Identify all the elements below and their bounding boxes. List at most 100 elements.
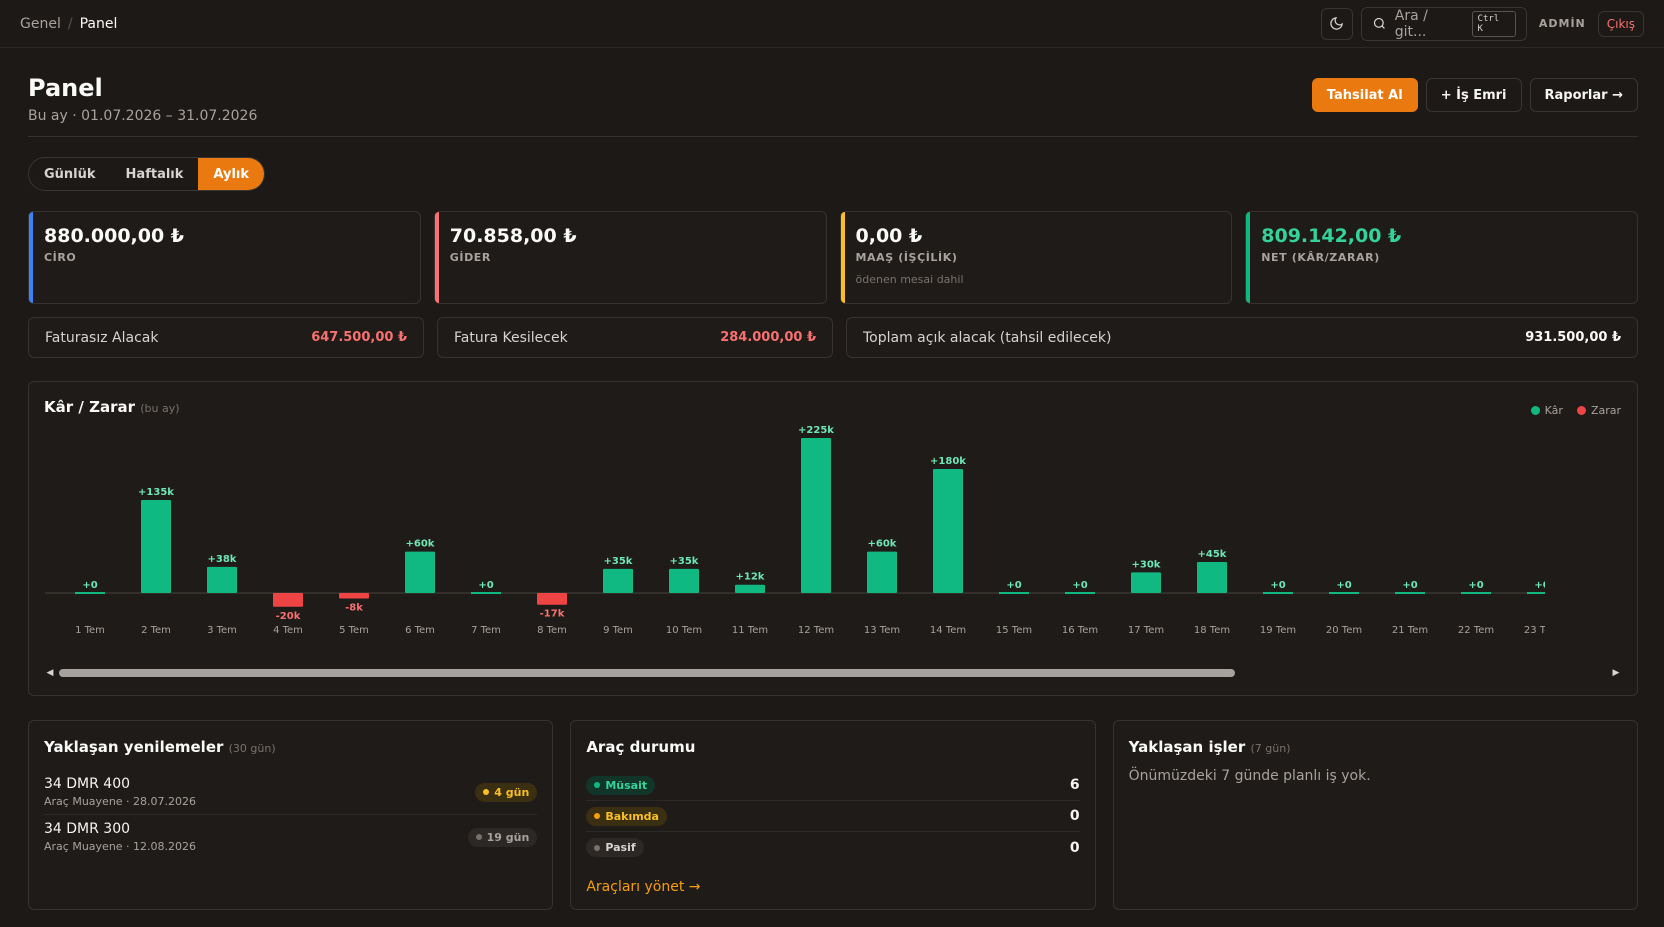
kpi-cards: 880.000,00 ₺ CİRO 70.858,00 ₺ GİDER 0,00… xyxy=(28,211,1638,304)
summary-value: 284.000,00 ₺ xyxy=(720,330,816,345)
renewal-meta: Araç Muayene · 28.07.2026 xyxy=(44,795,197,808)
list-item[interactable]: 34 DMR 300 Araç Muayene · 12.08.2026 19 … xyxy=(44,815,538,859)
page-title: Panel xyxy=(28,74,103,102)
scroll-thumb[interactable] xyxy=(59,669,1236,677)
chart-x-tick-label: 21 Tem xyxy=(1392,625,1428,636)
kpi-label: CİRO xyxy=(44,251,77,264)
status-row-available: Müsait 6 xyxy=(586,770,1080,801)
status-badge: Bakımda xyxy=(586,806,667,826)
breadcrumb-root[interactable]: Genel xyxy=(20,15,61,32)
chart-bar xyxy=(1329,592,1359,594)
chart-data-label: +0 xyxy=(478,580,493,591)
chart-data-label: +225k xyxy=(798,425,834,436)
chart-x-tick-label: 14 Tem xyxy=(930,625,966,636)
tab-monthly[interactable]: Aylık xyxy=(198,158,265,190)
chart-data-label: +0 xyxy=(1270,580,1285,591)
chart-data-label: +135k xyxy=(138,487,174,498)
legend-profit-label: Kâr xyxy=(1544,404,1563,417)
chart-bar xyxy=(537,593,567,605)
chart-data-label: +0 xyxy=(1402,580,1417,591)
chart-bar xyxy=(75,592,105,594)
moon-icon xyxy=(1330,17,1344,30)
panel-title-text: Yaklaşan yenilemeler xyxy=(44,738,224,756)
chart-bar xyxy=(603,568,633,593)
chart-x-tick-label: 7 Tem xyxy=(471,625,501,636)
chart-bar xyxy=(1395,592,1425,594)
chart-data-label: +30k xyxy=(1132,559,1161,570)
chart-bar xyxy=(273,593,303,607)
chart-data-label: +0 xyxy=(1336,580,1351,591)
chart-x-tick-label: 15 Tem xyxy=(996,625,1032,636)
chart-x-tick-label: 4 Tem xyxy=(273,625,303,636)
chart-x-tick-label: 23 Tem xyxy=(1524,625,1545,636)
chart-data-label: +38k xyxy=(208,554,237,565)
kpi-note: ödenen mesai dahil xyxy=(855,273,964,286)
search-box[interactable]: Ara / git... Ctrl K xyxy=(1360,6,1527,41)
scroll-track[interactable] xyxy=(59,668,1607,678)
chart-data-label: +12k xyxy=(736,572,765,583)
chart-x-tick-label: 16 Tem xyxy=(1062,625,1098,636)
kpi-value: 0,00 ₺ xyxy=(855,225,923,247)
page-subtitle: Bu ay · 01.07.2026 – 31.07.2026 xyxy=(28,108,258,124)
vehicle-plate: 34 DMR 400 xyxy=(44,776,131,792)
renewal-meta: Araç Muayene · 12.08.2026 xyxy=(44,840,197,853)
chart-x-tick-label: 17 Tem xyxy=(1128,625,1164,636)
chart-bar xyxy=(405,551,435,593)
empty-state-text: Önümüzdeki 7 günde planlı iş yok. xyxy=(1128,768,1371,784)
chart-data-label: -8k xyxy=(345,603,363,614)
summary-value: 931.500,00 ₺ xyxy=(1525,330,1621,345)
manage-vehicles-link[interactable]: Araçları yönet → xyxy=(586,879,701,895)
status-count: 0 xyxy=(1069,808,1080,824)
logout-button[interactable]: Çıkış xyxy=(1597,10,1644,37)
tab-daily[interactable]: Günlük xyxy=(44,166,96,182)
legend-loss: Zarar xyxy=(1576,404,1621,417)
chart-x-tick-label: 19 Tem xyxy=(1260,625,1296,636)
summary-value: 647.500,00 ₺ xyxy=(311,330,407,345)
chart-x-tick-label: 6 Tem xyxy=(405,625,435,636)
chart-data-label: +180k xyxy=(930,456,966,467)
chart-x-tick-label: 11 Tem xyxy=(732,625,768,636)
badge-text: 19 gün xyxy=(486,830,530,844)
chart-legend: Kâr Zarar xyxy=(1530,404,1621,417)
kpi-label: GİDER xyxy=(449,251,491,264)
upcoming-jobs-panel: Yaklaşan işler (7 gün) Önümüzdeki 7 günd… xyxy=(1112,720,1638,910)
chart-bar xyxy=(207,566,237,593)
status-badge: Müsait xyxy=(586,775,656,795)
chart-bar xyxy=(999,592,1029,594)
reports-button[interactable]: Raporlar → xyxy=(1529,78,1638,112)
breadcrumb-separator: / xyxy=(67,15,73,32)
status-badge: Pasif xyxy=(586,838,644,857)
chart-bar xyxy=(1197,562,1227,593)
chart-x-tick-label: 18 Tem xyxy=(1194,625,1230,636)
vehicle-status-panel: Araç durumu Müsait 6 Bakımda 0 Pasif 0 A… xyxy=(570,720,1096,910)
search-icon xyxy=(1373,17,1385,29)
chart-bar xyxy=(1527,592,1545,594)
panel-title: Yaklaşan işler (7 gün) xyxy=(1129,738,1622,756)
status-count: 0 xyxy=(1069,839,1080,856)
scroll-left-icon[interactable]: ◀ xyxy=(46,668,54,678)
chart-title-text: Kâr / Zarar xyxy=(44,398,135,416)
scroll-right-icon[interactable]: ▶ xyxy=(1612,668,1620,678)
chart-x-tick-label: 22 Tem xyxy=(1458,625,1494,636)
summary-label: Toplam açık alacak (tahsil edilecek) xyxy=(863,329,1112,346)
chart-bar xyxy=(339,593,369,599)
collect-payment-button[interactable]: Tahsilat Al xyxy=(1311,78,1418,112)
chart-bar xyxy=(867,551,897,593)
list-item[interactable]: 34 DMR 400 Araç Muayene · 28.07.2026 4 g… xyxy=(44,770,538,815)
chart-bar xyxy=(1131,572,1161,593)
chart-horizontal-scrollbar[interactable]: ◀ ▶ xyxy=(45,667,1621,679)
tab-weekly[interactable]: Haftalık xyxy=(125,166,184,182)
theme-toggle-button[interactable] xyxy=(1320,7,1353,40)
status-row-maintenance: Bakımda 0 xyxy=(586,801,1080,832)
days-left-badge: 4 gün xyxy=(475,782,538,802)
to-be-invoiced: Fatura Kesilecek 284.000,00 ₺ xyxy=(437,317,833,358)
status-row-passive: Pasif 0 xyxy=(586,832,1080,863)
chart-data-label: +35k xyxy=(670,556,699,567)
chart-data-label: +0 xyxy=(1468,580,1483,591)
summary-label: Fatura Kesilecek xyxy=(454,329,568,346)
chart-title-hint: (bu ay) xyxy=(140,402,180,415)
chart-x-tick-label: 9 Tem xyxy=(603,625,633,636)
new-work-order-button[interactable]: + İş Emri xyxy=(1425,78,1522,112)
chart-x-tick-label: 2 Tem xyxy=(141,625,171,636)
receivables-summary: Faturasız Alacak 647.500,00 ₺ Fatura Kes… xyxy=(28,317,1638,358)
